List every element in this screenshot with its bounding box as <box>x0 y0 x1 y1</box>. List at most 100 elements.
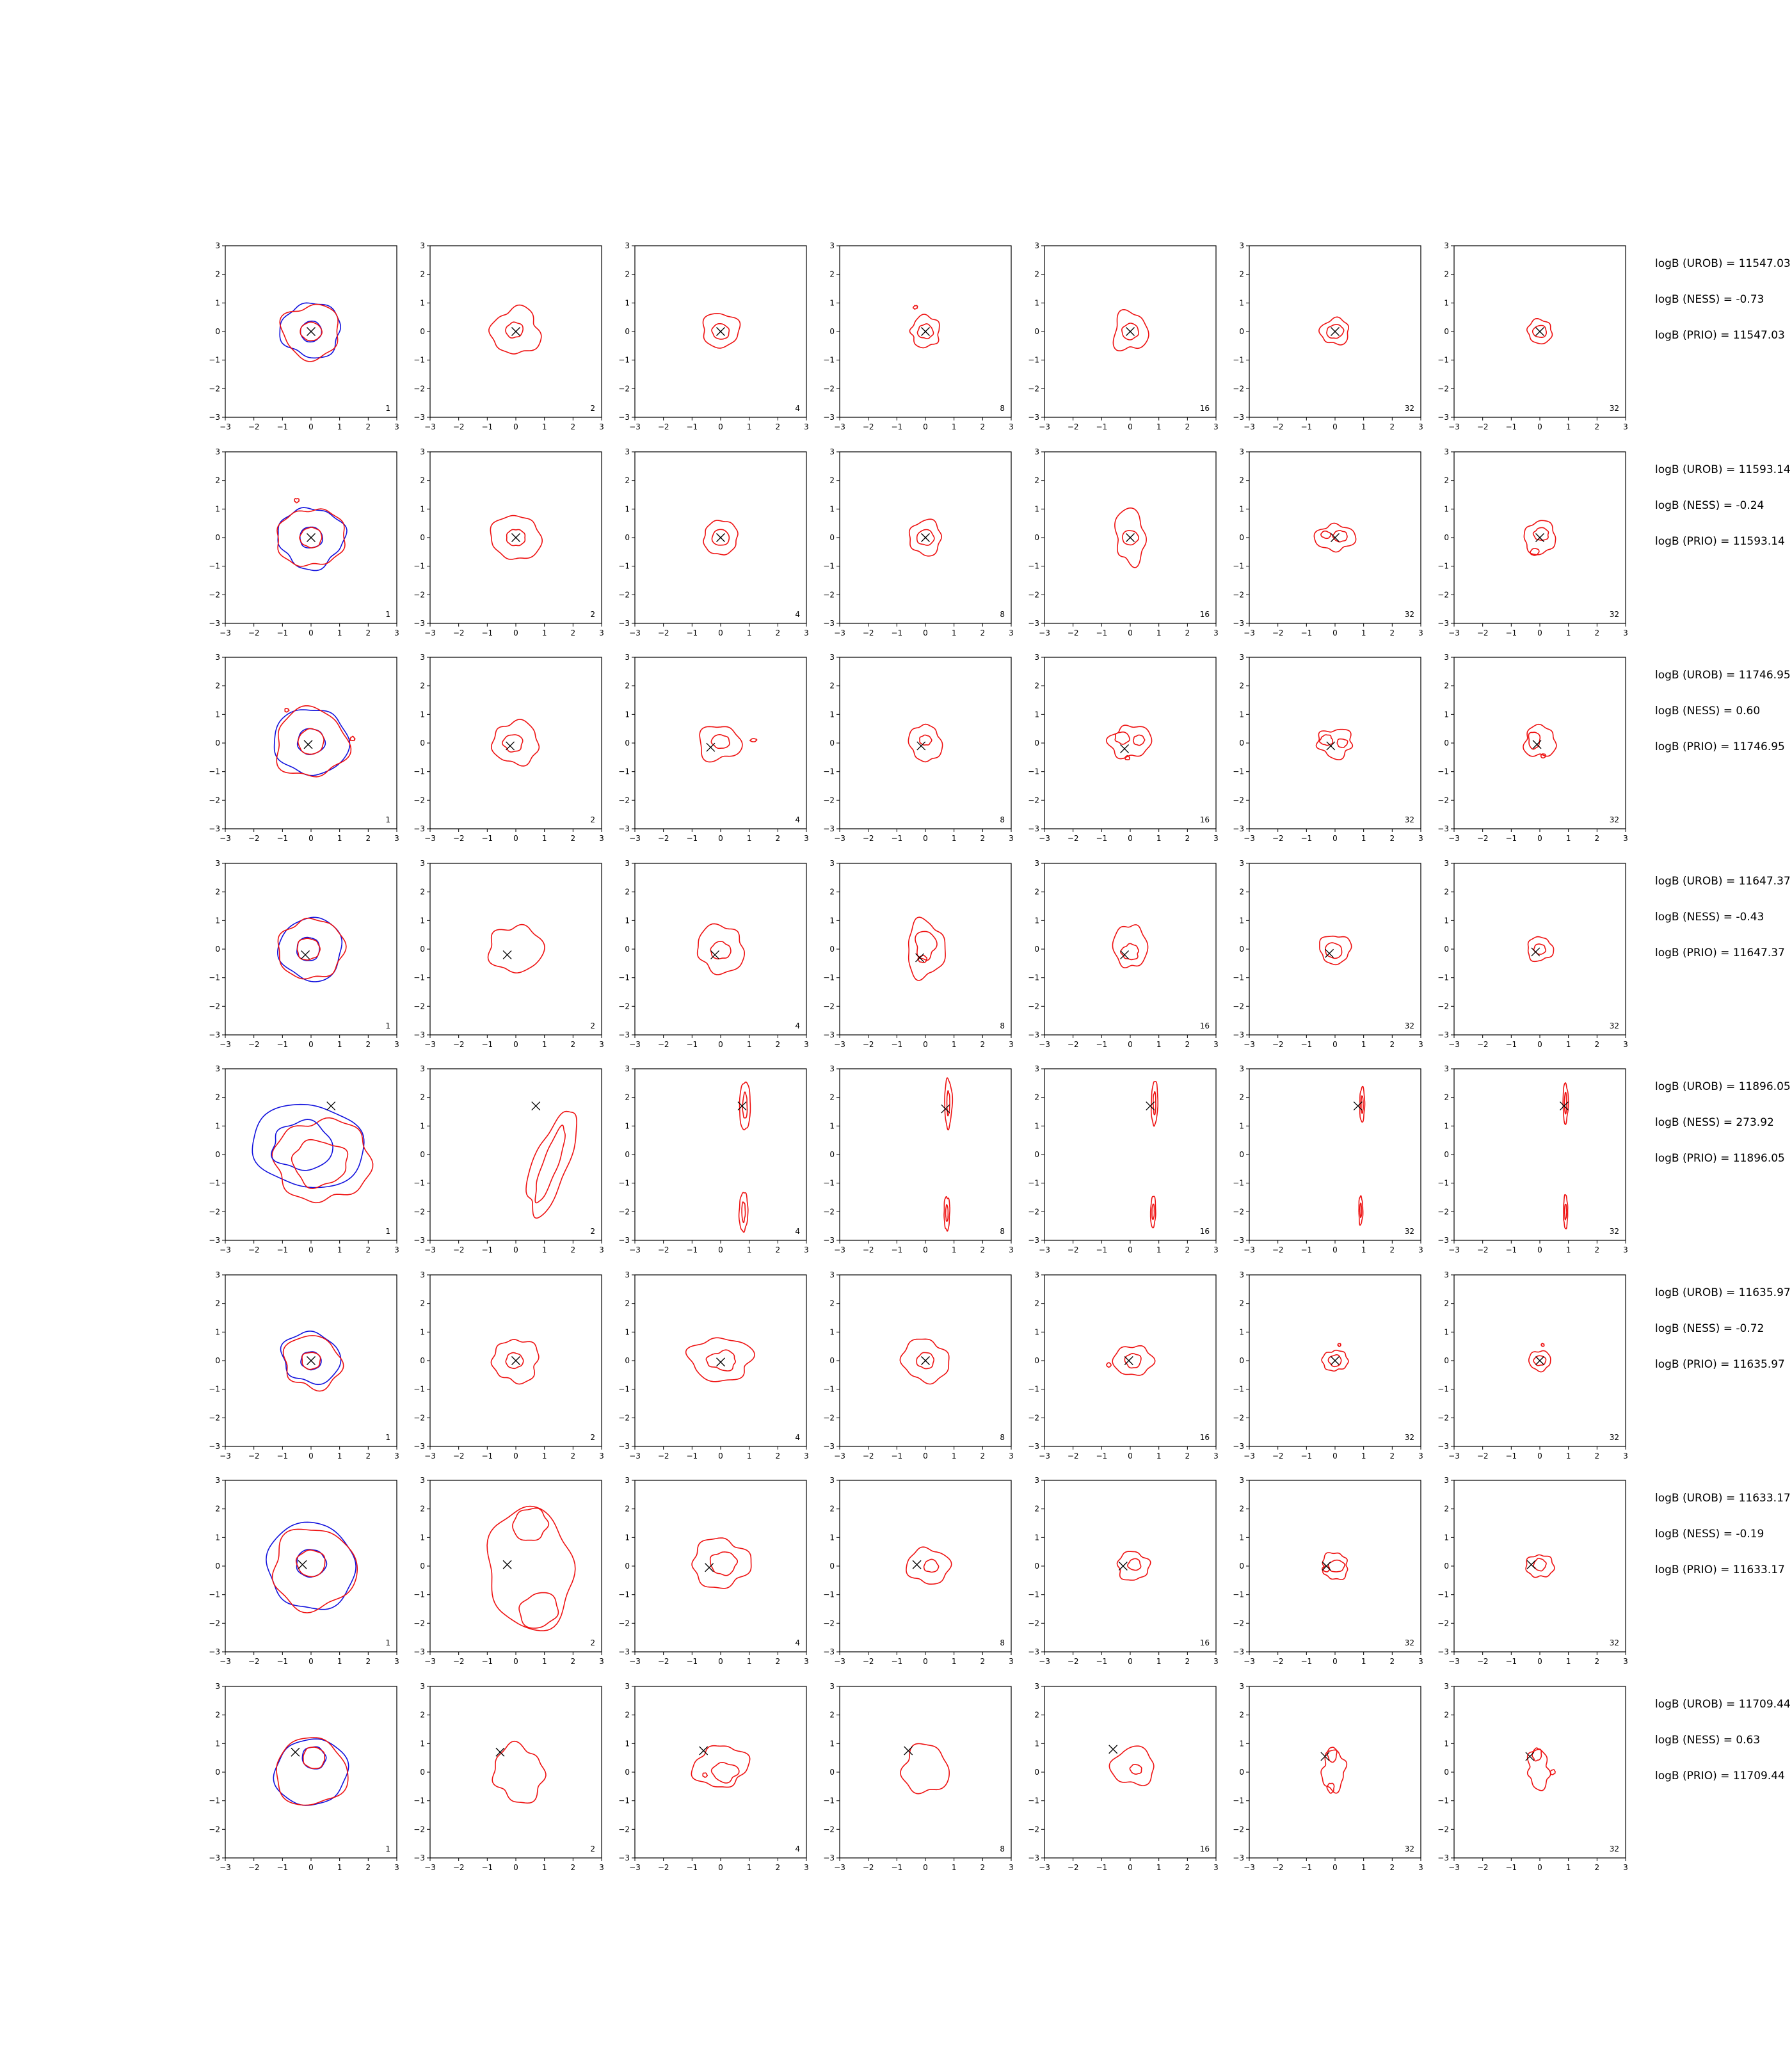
corner-label: 1 <box>385 1227 390 1236</box>
x-marker <box>307 532 316 542</box>
contour-path-red <box>1313 522 1357 552</box>
axes-canvas: −3−3 −2 −2 −1 −1 0 0 1 1 2 2 3 3 8 <box>823 1683 1014 1872</box>
axes-box <box>839 1480 1012 1652</box>
x-tick-label: 0 <box>308 1657 314 1666</box>
x-tick-label: −1 <box>686 422 698 431</box>
x-tick-label: −2 <box>453 628 465 637</box>
y-tick-label: −1 <box>1233 1796 1244 1805</box>
contour-path-red <box>1114 507 1147 568</box>
contour-path-red <box>908 518 942 557</box>
x-marker <box>1331 327 1340 336</box>
y-tick-label: −2 <box>618 384 630 393</box>
y-tick-label: −3 <box>209 413 220 422</box>
subplot-r5-c1: −3 −3 −2 −2 −1 −1 0 0 1 1 2 2 3 3 1 <box>197 1065 402 1263</box>
subplot-r4-c6: −3 −3 −2 −2 −1 −1 0 0 1 1 2 2 3 3 32 <box>1221 860 1426 1058</box>
y-tick-label: 1 <box>829 504 835 513</box>
y-tick-label: −2 <box>1028 1002 1039 1011</box>
axes-box <box>429 862 602 1036</box>
x-tick-label: −3 <box>424 1657 436 1666</box>
y-tick-label: 0 <box>625 1562 630 1571</box>
y-tick-label: 3 <box>829 448 835 456</box>
x-tick-label: 1 <box>337 1863 342 1872</box>
y-tick-label: −1 <box>413 1590 425 1599</box>
annotation-logb-prio: logB (PRIO) = 11633.17 <box>1655 1564 1785 1576</box>
x-tick-label: −2 <box>453 1863 465 1872</box>
axes-box <box>634 1274 807 1447</box>
x-tick-label: −2 <box>453 834 465 843</box>
x-tick-label: 3 <box>1009 1863 1014 1872</box>
y-tick-label: 3 <box>1444 1271 1449 1279</box>
row-3-annotations: logB (UROB) = 11746.95 logB (NESS) = 0.60… <box>1655 669 1791 776</box>
x-tick-label: 0 <box>923 834 928 843</box>
y-tick-label: 3 <box>1444 1683 1449 1691</box>
y-tick-label: 3 <box>1034 448 1039 456</box>
y-tick-label: −3 <box>413 824 425 833</box>
contour-path-red <box>1124 755 1130 760</box>
subplot-r4-c4: −3 −3 −2 −2 −1 −1 0 0 1 1 2 2 3 3 8 <box>812 860 1016 1058</box>
y-tick-label: −2 <box>1233 1002 1244 1011</box>
row-2-annotations: logB (UROB) = 11593.14 logB (NESS) = -0.2… <box>1655 463 1791 571</box>
y-tick-label: −3 <box>209 1853 220 1862</box>
subplot-r1-c5: −3 −3 −2 −2 −1 −1 0 0 1 1 2 2 3 3 16 <box>1016 242 1221 440</box>
x-tick-label: −1 <box>1300 422 1312 431</box>
y-tick-label: 1 <box>1034 1121 1039 1130</box>
x-tick-label: 1 <box>952 834 957 843</box>
x-tick-label: −2 <box>1272 1452 1284 1460</box>
y-tick-label: −2 <box>1233 384 1244 393</box>
x-tick-label: −1 <box>891 422 902 431</box>
y-tick-label: 3 <box>1239 860 1244 868</box>
corner-label: 32 <box>1405 610 1414 619</box>
y-tick-label: −3 <box>618 1442 630 1451</box>
x-tick-label: 0 <box>1332 834 1338 843</box>
x-tick-label: −1 <box>276 1040 288 1049</box>
y-tick-label: 3 <box>215 242 220 250</box>
contour-path-red <box>1325 941 1343 959</box>
annotation-logb-urob: logB (UROB) = 11635.97 <box>1655 1286 1791 1299</box>
y-tick-label: 1 <box>1239 1327 1244 1336</box>
y-tick-label: 0 <box>1444 327 1449 336</box>
y-tick-label: 3 <box>215 1271 220 1279</box>
y-tick-label: 3 <box>625 242 630 250</box>
y-tick-label: 1 <box>1239 1739 1244 1748</box>
axes-box <box>634 1685 807 1859</box>
contour-path-red <box>912 305 918 310</box>
contour-path-red <box>276 705 352 778</box>
x-marker <box>502 1560 512 1569</box>
corner-label: 2 <box>590 1227 595 1236</box>
contour-path-red <box>1528 1350 1551 1372</box>
y-tick-label: 3 <box>625 1476 630 1485</box>
y-tick-label: 0 <box>1444 739 1449 748</box>
x-tick-label: 0 <box>308 1863 314 1872</box>
y-tick-label: 1 <box>420 1121 425 1130</box>
x-tick-label: −1 <box>1505 1245 1517 1254</box>
contour-path-red <box>916 1352 934 1369</box>
y-tick-label: −1 <box>1233 1590 1244 1599</box>
x-tick-label: −3 <box>1244 1040 1255 1049</box>
contour-path-red <box>923 1558 940 1573</box>
x-marker <box>1560 1101 1569 1111</box>
contour-path-red <box>1528 732 1541 750</box>
contour-path-red <box>505 1352 524 1369</box>
y-tick-label: 1 <box>215 504 220 513</box>
subplot-r1-c3: −3 −3 −2 −2 −1 −1 0 0 1 1 2 2 3 3 4 <box>607 242 812 440</box>
y-tick-label: 3 <box>420 1271 425 1279</box>
y-tick-label: 1 <box>625 1327 630 1336</box>
x-tick-label: 1 <box>1156 834 1162 843</box>
y-tick-label: 2 <box>215 1299 220 1308</box>
y-tick-label: −1 <box>413 767 425 776</box>
x-tick-label: 0 <box>513 422 518 431</box>
x-tick-label: −1 <box>1096 1657 1107 1666</box>
x-tick-label: 2 <box>366 628 371 637</box>
x-tick-label: 3 <box>804 1040 809 1049</box>
y-tick-label: 3 <box>625 1271 630 1279</box>
y-tick-label: 0 <box>420 945 425 954</box>
contour-path-red <box>945 1204 949 1222</box>
subplot-r7-c1: −3 −3 −2 −2 −1 −1 0 0 1 1 2 2 3 3 1 <box>197 1476 402 1675</box>
x-tick-label: 2 <box>980 1040 986 1049</box>
x-tick-label: 3 <box>1009 834 1014 843</box>
contour-path-red <box>349 735 356 742</box>
corner-label: 1 <box>385 815 390 824</box>
y-tick-label: −3 <box>1437 1030 1449 1039</box>
